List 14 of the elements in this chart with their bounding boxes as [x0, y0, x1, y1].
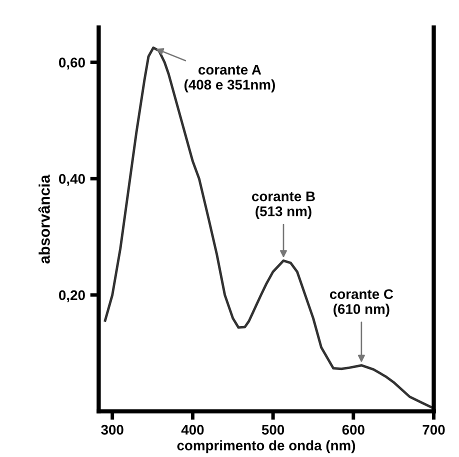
- annotation: corante B (513 nm): [252, 192, 315, 219]
- x-tick-label: 300: [101, 424, 124, 435]
- y-tick-label: 0,20: [59, 290, 85, 302]
- y-tick-label: 0,40: [59, 174, 85, 186]
- x-tick-label: 500: [262, 424, 284, 435]
- x-tick-label: 600: [342, 424, 364, 435]
- annotation: corante C (610 nm): [330, 289, 394, 317]
- line-series: [104, 46, 434, 410]
- x-tick-label: 700: [422, 424, 445, 435]
- x-axis-title: comprimento de onda (nm): [177, 440, 356, 454]
- x-tick-label: 400: [181, 424, 204, 435]
- y-axis-title: absorvância: [38, 174, 50, 264]
- annotation: corante A (408 e 351nm): [184, 64, 275, 92]
- y-tick-label: 0,60: [59, 58, 85, 70]
